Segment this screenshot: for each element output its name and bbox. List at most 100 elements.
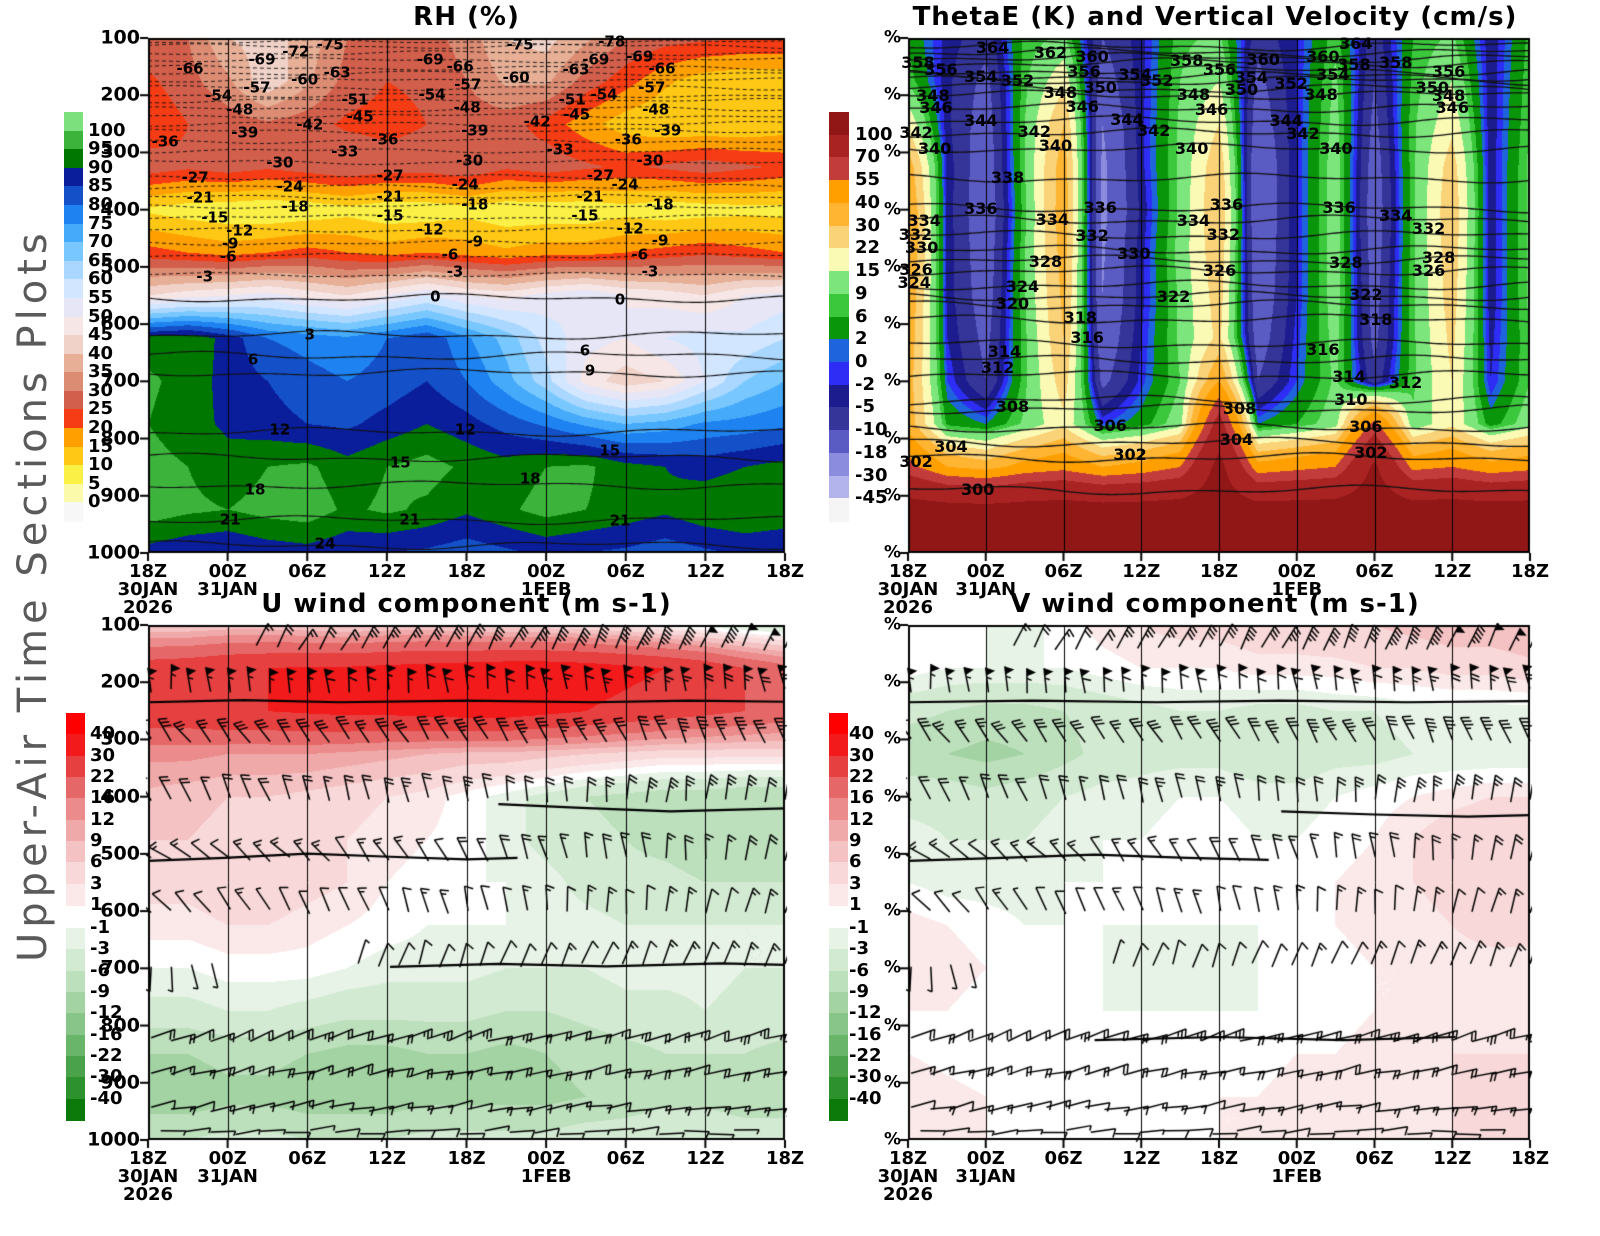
contour-label: 358 [1169, 50, 1204, 70]
contour-label: -12 [416, 220, 444, 239]
y-tick-label-percent: % [883, 84, 901, 105]
x-tick-label-time: 18Z [888, 1148, 928, 1169]
y-tick-label-pressure: 800 [100, 427, 140, 450]
contour-label: -60 [502, 68, 530, 87]
y-tick-label-percent: % [883, 141, 901, 162]
y-tick-label-percent: % [883, 1129, 901, 1150]
contour-label: 334 [907, 211, 941, 231]
colorbar-label: 0 [88, 491, 101, 513]
colorbar-label: -22 [849, 1045, 882, 1066]
contour-label: 352 [1140, 70, 1174, 90]
y-tick-label-pressure: 200 [100, 670, 140, 693]
y-tick-label-percent: % [883, 370, 901, 391]
contour-label: 314 [1332, 367, 1366, 387]
colorbar-swatch [829, 112, 849, 136]
colorbar-label: 60 [88, 268, 114, 290]
contour-label: -21 [186, 188, 214, 207]
x-tick-label-time: 00Z [208, 1148, 247, 1169]
x-tick-label-time: 00Z [1277, 561, 1316, 582]
contour-label: -12 [226, 221, 254, 240]
x-tick-label-time: 18Z [1510, 1148, 1550, 1169]
contour-label: -9 [651, 231, 669, 250]
colorbar-label: 5 [88, 472, 101, 494]
contour-label: 340 [918, 138, 952, 158]
x-tick-label-time: 06Z [1355, 1148, 1394, 1169]
contour-label: 324 [1005, 277, 1040, 297]
colorbar-swatch [64, 316, 83, 336]
x-date-label: 30JAN [877, 579, 939, 600]
contour-label: -42 [523, 112, 551, 131]
colorbar-swatch [66, 1098, 85, 1121]
x-tick-label-time: 12Z [1122, 561, 1161, 582]
colorbar-swatch [66, 755, 85, 778]
contour-label: 322 [1156, 286, 1191, 306]
colorbar-swatch [64, 130, 83, 150]
y-tick-label-percent: % [883, 728, 901, 749]
colorbar-swatch [64, 409, 83, 429]
colorbar-label: -1 [90, 917, 110, 938]
colorbar-swatch [64, 483, 83, 503]
colorbar-swatch [66, 841, 85, 863]
contour-label: -51 [558, 90, 586, 109]
colorbar-label: -16 [90, 1023, 123, 1045]
x-tick-label-time: 12Z [686, 1148, 725, 1169]
contour-label: -54 [418, 85, 446, 104]
contour-label: 318 [1063, 308, 1097, 328]
colorbar-swatch [66, 1034, 85, 1057]
contour-label: -69 [248, 50, 276, 69]
x-date-label: 31JAN [955, 579, 1017, 600]
colorbar-label: -6 [849, 959, 869, 981]
y-tick-label-percent: % [883, 786, 901, 807]
contour-label: 328 [1329, 252, 1363, 272]
contour-label: -69 [582, 50, 610, 69]
colorbar-swatch [829, 339, 849, 363]
y-tick-label-percent: % [883, 256, 901, 277]
contour-label: -63 [562, 60, 590, 79]
contour-label: 340 [1038, 135, 1073, 155]
y-tick-label-percent: % [883, 199, 901, 220]
y-tick-label-percent: % [883, 614, 901, 635]
contour-label: 338 [990, 168, 1025, 188]
colorbar-swatch [829, 928, 848, 950]
contour-label: 344 [964, 111, 998, 131]
y-tick-label-percent: % [883, 843, 901, 864]
contour-label: 316 [1070, 328, 1104, 348]
contour-label: 336 [1083, 197, 1117, 217]
contour-label: -51 [341, 90, 369, 109]
colorbar-swatch [66, 1056, 85, 1078]
y-tick-label-pressure: 100 [100, 26, 140, 49]
y-tick-label-percent: % [883, 485, 901, 506]
colorbar-swatch [829, 498, 849, 522]
colorbar-swatch [829, 1098, 848, 1121]
x-tick-label-time: 06Z [606, 561, 645, 582]
colorbar-swatch [66, 970, 85, 993]
colorbar-label: 16 [90, 787, 116, 809]
colorbar-label: 9 [90, 830, 103, 851]
contour-label: 306 [1093, 416, 1127, 436]
y-tick-label-percent: % [883, 957, 901, 978]
colorbar-label: 2 [855, 328, 868, 350]
colorbar-swatch [829, 734, 848, 757]
contour-label: -18 [461, 195, 489, 214]
colorbar-label: -45 [855, 487, 888, 509]
colorbar-swatch [829, 992, 848, 1014]
contour-label: 18 [244, 480, 266, 499]
colorbar-label: 85 [88, 175, 114, 197]
colorbar-swatch [64, 390, 83, 411]
colorbar-swatch [829, 1056, 848, 1078]
contour-label: 358 [1378, 53, 1413, 73]
contour-label: 304 [1219, 429, 1254, 449]
contour-label: 336 [1209, 195, 1244, 215]
x-date-label: 31JAN [197, 579, 258, 600]
y-tick-label-percent: % [883, 542, 901, 563]
contour-label: -9 [466, 232, 484, 251]
colorbar-swatch [64, 465, 83, 485]
x-tick-label-time: 12Z [686, 561, 725, 582]
contour-label: -36 [151, 132, 179, 151]
colorbar-swatch [829, 798, 848, 821]
contour-label: -12 [616, 219, 644, 238]
colorbar-swatch [829, 777, 848, 799]
contour-label: -30 [636, 151, 664, 170]
contour-label: 352 [1000, 70, 1035, 90]
contour-label: 334 [1378, 205, 1413, 225]
